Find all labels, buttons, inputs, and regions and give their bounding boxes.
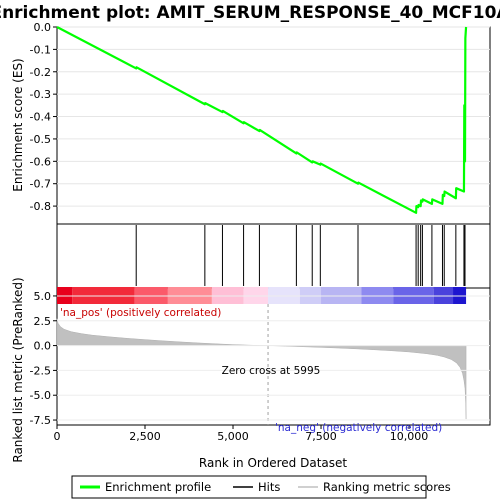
pos-correlated-label: 'na_pos' (positively correlated) <box>60 307 221 319</box>
metric-area <box>56 318 467 420</box>
es-curve-group <box>56 26 468 214</box>
es-y-tick-label: -0.4 <box>30 111 51 124</box>
x-tick-label: 0 <box>54 430 61 443</box>
metric-y-tick-label: 2.5 <box>34 315 52 328</box>
es-y-label: Enrichment score (ES) <box>11 58 25 191</box>
es-y-tick-label: -0.1 <box>30 43 51 56</box>
enrichment-profile-line <box>56 26 468 214</box>
legend-label-hits: Hits <box>258 480 280 494</box>
legend: Enrichment profile Hits Ranking metric s… <box>71 475 451 499</box>
es-y-tick-label: -0.6 <box>30 155 51 168</box>
chart-title: Enrichment plot: AMIT_SERUM_RESPONSE_40_… <box>0 3 500 23</box>
zero-cross-label: Zero cross at 5995 <box>222 365 321 377</box>
es-y-axis: 0.0 -0.1 -0.2 -0.3 -0.4 -0.5 -0.6 -0.7 -0.8 <box>30 21 57 213</box>
hits-group <box>135 225 466 286</box>
x-tick-label: 7,500 <box>305 430 337 443</box>
rank-x-axis: 0 2,500 5,000 7,500 10,000 <box>54 425 429 443</box>
es-y-tick-label: -0.3 <box>30 88 51 101</box>
x-tick-label: 2,500 <box>129 430 161 443</box>
metric-y-tick-label: -5.0 <box>30 389 51 402</box>
es-y-tick-label: -0.7 <box>30 178 51 191</box>
x-tick-label: 10,000 <box>390 430 429 443</box>
legend-label-enrichment: Enrichment profile <box>105 480 211 494</box>
metric-y-tick-label: -2.5 <box>30 364 51 377</box>
metric-y-tick-label: 0.0 <box>34 340 52 353</box>
metric-y-tick-label: 5.0 <box>34 290 52 303</box>
es-y-tick-label: -0.5 <box>30 133 51 146</box>
metric-area-group <box>56 304 467 425</box>
metric-y-axis: 5.0 2.5 0.0 -2.5 -5.0 -7.5 <box>30 290 490 427</box>
es-y-tick-label: -0.8 <box>30 200 51 213</box>
metric-y-tick-label: -7.5 <box>30 414 51 427</box>
es-y-tick-label: -0.2 <box>30 66 51 79</box>
legend-label-metric: Ranking metric scores <box>323 480 451 494</box>
x-tick-label: 5,000 <box>217 430 249 443</box>
es-y-tick-label: 0.0 <box>34 21 52 34</box>
neg-correlated-label: 'na_neg' (negatively correlated) <box>275 422 442 434</box>
x-axis-label: Rank in Ordered Dataset <box>199 456 347 470</box>
metric-y-label: Ranked list metric (PreRanked) <box>11 277 25 462</box>
